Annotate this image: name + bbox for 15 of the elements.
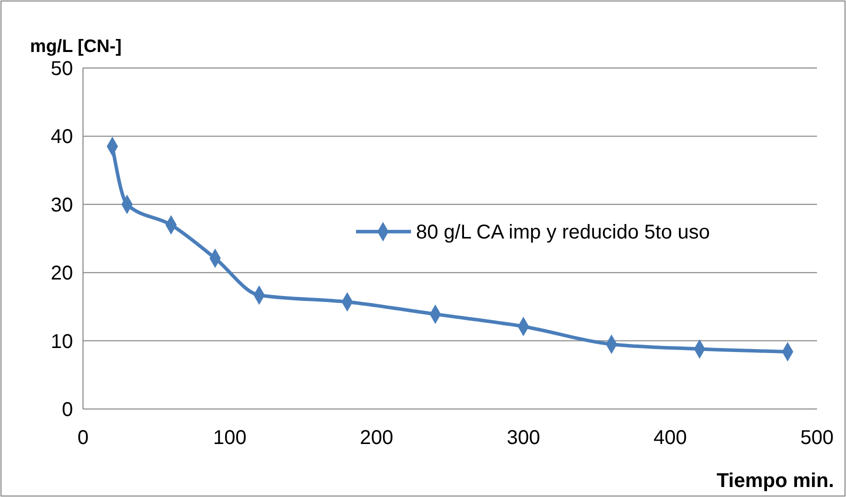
x-tick-label: 200 <box>360 427 394 449</box>
legend-label: 80 g/L CA imp y reducido 5to uso <box>416 222 710 244</box>
x-axis-title: Tiempo min. <box>716 470 834 492</box>
x-tick-label: 0 <box>77 427 89 449</box>
x-tick-label: 400 <box>654 427 687 449</box>
y-tick-label: 20 <box>50 262 73 285</box>
y-axis-title: mg/L [CN-] <box>30 36 122 56</box>
x-tick-label: 100 <box>213 427 246 449</box>
x-tick-label: 300 <box>506 427 540 449</box>
x-tick-label: 500 <box>800 427 834 449</box>
y-tick-label: 0 <box>62 399 73 421</box>
y-tick-label: 30 <box>50 194 73 216</box>
y-tick-label: 50 <box>50 58 73 80</box>
y-tick-label: 10 <box>50 330 73 353</box>
y-tick-label: 40 <box>50 126 73 148</box>
